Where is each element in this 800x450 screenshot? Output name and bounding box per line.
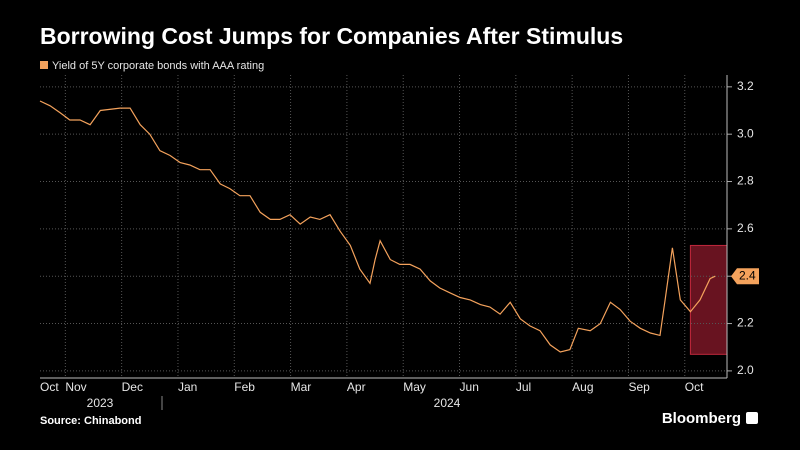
- source: Source: Chinabond: [40, 415, 141, 427]
- x-tick-label: Jan: [178, 380, 197, 394]
- x-tick-label: Jul: [516, 380, 531, 394]
- y-tick-label: 2.0: [737, 363, 754, 377]
- y-tick-label: 3.0: [737, 126, 754, 140]
- x-tick-label: Oct: [40, 380, 59, 394]
- highlight-box: [689, 244, 728, 355]
- x-tick-label: Apr: [347, 380, 366, 394]
- x-tick-label: Aug: [572, 380, 593, 394]
- y-tick-label: 2.8: [737, 174, 754, 188]
- x-tick-label: Jun: [460, 380, 479, 394]
- chart-title: Borrowing Cost Jumps for Companies After…: [40, 23, 623, 49]
- x-tick-label: Oct: [685, 380, 704, 394]
- x-tick-label: Mar: [291, 380, 312, 394]
- x-tick-label: Sep: [628, 380, 650, 394]
- plot-area: 2.0 2.2 2.4 2.6 2.8 3.0 3.2 Oct Nov Dec Jan Feb Mar A…: [39, 75, 759, 394]
- year-label: 2024: [434, 396, 461, 410]
- value-tag-label: 2.4: [739, 268, 756, 282]
- y-tick-label: 3.2: [737, 79, 754, 93]
- x-tick-label: Feb: [234, 380, 255, 394]
- year-label: 2023: [87, 396, 114, 410]
- line: [39, 100, 716, 353]
- legend-label: Yield of 5Y corporate bonds with AAA rat…: [52, 60, 264, 72]
- legend-swatch: [40, 61, 48, 69]
- x-tick-label: Nov: [65, 380, 86, 394]
- value-tag: [731, 268, 759, 285]
- x-tick-label: May: [403, 380, 426, 394]
- x-tick-label: Dec: [122, 380, 143, 394]
- y-tick-label: 2.6: [737, 221, 754, 235]
- y-tick-label: 2.2: [737, 316, 754, 330]
- brand-icon: [746, 412, 758, 424]
- brand: Bloomberg: [662, 410, 741, 427]
